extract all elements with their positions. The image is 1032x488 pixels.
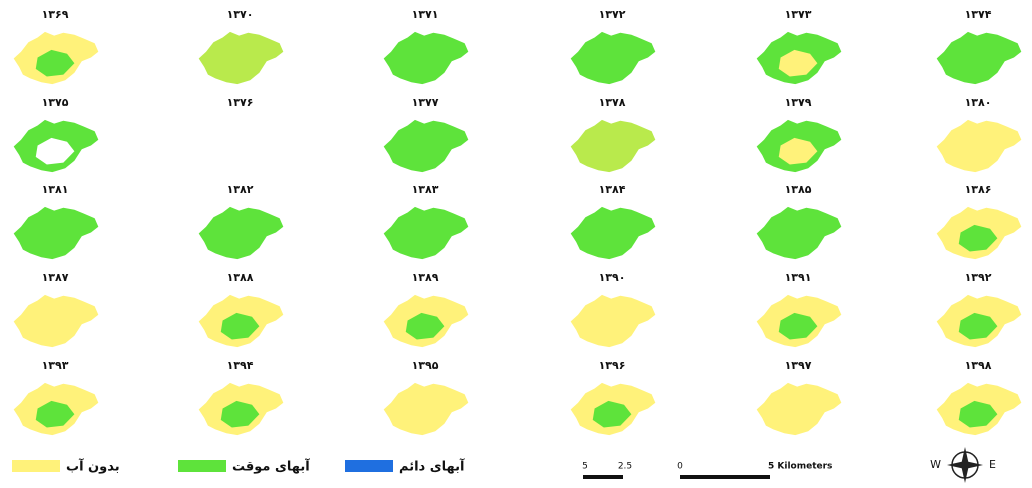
year-label: ۱۳۷۵ <box>42 96 69 109</box>
legend-swatch <box>178 460 226 472</box>
lake-map <box>937 295 1022 347</box>
legend-label: بدون آب <box>66 458 120 475</box>
lake-map <box>937 120 1022 172</box>
lake-map <box>384 32 469 84</box>
year-label: ۱۳۶۹ <box>42 8 69 21</box>
scale-label: 2.5 <box>618 462 632 472</box>
lake-area <box>14 207 99 259</box>
lake-area <box>571 207 656 259</box>
lake-map <box>571 207 656 259</box>
year-label: ۱۳۷۰ <box>227 8 254 21</box>
legend-swatch <box>12 460 60 472</box>
year-label: ۱۳۹۶ <box>599 359 626 372</box>
year-label: ۱۳۹۱ <box>785 271 812 284</box>
map-figure: W E 5 2.5 0 5 Kilometers ۱۳۶۹ ۱۳۷۰ ۱۳۷۱ ۱۳۷… <box>0 0 1032 488</box>
year-label: ۱۳۸۶ <box>965 183 992 196</box>
lake-map <box>199 295 284 347</box>
lake-map <box>571 383 656 435</box>
year-label: ۱۳۹۸ <box>965 359 992 372</box>
lake-map <box>937 32 1022 84</box>
lake-map <box>757 120 842 172</box>
legend-label: آبهای دائم <box>399 458 465 475</box>
scale-segment <box>583 475 623 479</box>
lake-area <box>199 32 284 84</box>
lake-map <box>571 32 656 84</box>
year-label: ۱۳۷۶ <box>227 96 254 109</box>
lake-map <box>757 383 842 435</box>
lake-map <box>757 32 842 84</box>
lake-area <box>14 295 99 347</box>
year-label: ۱۳۸۰ <box>965 96 992 109</box>
lake-map <box>384 295 469 347</box>
lake-area <box>571 295 656 347</box>
lake-map <box>384 207 469 259</box>
year-label: ۱۳۸۹ <box>412 271 439 284</box>
scale-label: 0 <box>677 462 683 472</box>
year-label: ۱۳۸۸ <box>227 271 254 284</box>
lake-map <box>757 207 842 259</box>
compass-star <box>947 447 983 483</box>
year-label: ۱۳۷۳ <box>785 8 812 21</box>
year-label: ۱۳۹۷ <box>785 359 812 372</box>
lake-map <box>14 207 99 259</box>
compass: W E <box>930 447 996 483</box>
lake-map <box>384 120 469 172</box>
lake-area <box>571 32 656 84</box>
year-label: ۱۳۷۴ <box>965 8 992 21</box>
scale-label: 5 <box>582 462 588 472</box>
year-label: ۱۳۷۷ <box>412 96 439 109</box>
lake-map <box>199 32 284 84</box>
lake-area <box>937 120 1022 172</box>
lake-map <box>14 383 99 435</box>
lake-area <box>757 383 842 435</box>
year-label: ۱۳۹۴ <box>227 359 254 372</box>
lake-map <box>937 207 1022 259</box>
lake-map <box>199 383 284 435</box>
legend-label: آبهای موقت <box>232 458 310 475</box>
lake-area <box>384 383 469 435</box>
year-label: ۱۳۷۱ <box>412 8 439 21</box>
year-label: ۱۳۹۲ <box>965 271 992 284</box>
lake-map <box>14 120 99 172</box>
year-label: ۱۳۸۴ <box>599 183 626 196</box>
year-label: ۱۳۷۲ <box>599 8 626 21</box>
year-label: ۱۳۷۸ <box>599 96 626 109</box>
lake-map <box>199 207 284 259</box>
year-label: ۱۳۸۲ <box>227 183 254 196</box>
year-label: ۱۳۸۳ <box>412 183 439 196</box>
compass-east: E <box>989 458 996 471</box>
year-label: ۱۳۸۱ <box>42 183 69 196</box>
lake-map <box>571 295 656 347</box>
scale-segment <box>680 475 770 479</box>
lake-area <box>937 32 1022 84</box>
lake-area <box>571 120 656 172</box>
lake-map <box>14 32 99 84</box>
year-label: ۱۳۸۵ <box>785 183 812 196</box>
lake-map <box>384 383 469 435</box>
lake-map <box>571 120 656 172</box>
year-label: ۱۳۹۳ <box>42 359 69 372</box>
lake-area <box>384 120 469 172</box>
year-label: ۱۳۸۷ <box>42 271 69 284</box>
lake-map <box>937 383 1022 435</box>
year-label: ۱۳۷۹ <box>785 96 812 109</box>
lake-map <box>757 295 842 347</box>
scale-label: 5 Kilometers <box>768 462 832 472</box>
lake-area <box>384 32 469 84</box>
lake-area <box>384 207 469 259</box>
legend-swatch <box>345 460 393 472</box>
lake-area <box>757 207 842 259</box>
year-label: ۱۳۹۵ <box>412 359 439 372</box>
scale-bar: 5 2.5 0 5 Kilometers <box>582 462 832 480</box>
lake-map <box>14 295 99 347</box>
lake-area <box>199 207 284 259</box>
compass-west: W <box>930 458 941 471</box>
year-label: ۱۳۹۰ <box>599 271 626 284</box>
